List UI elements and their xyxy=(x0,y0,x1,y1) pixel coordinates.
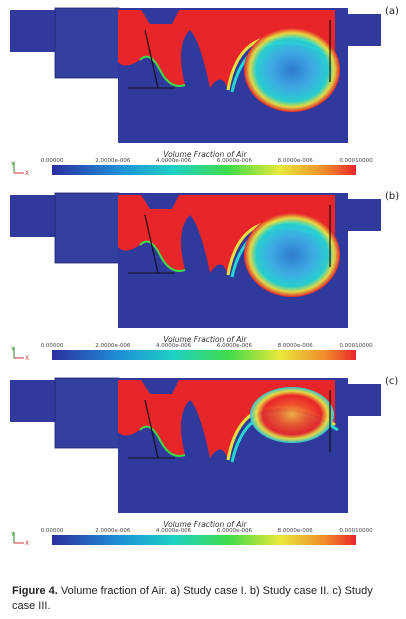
legend-tick-label: 0.00010000 xyxy=(339,158,373,164)
legend-tick-label: 4.0000e-006 xyxy=(156,528,192,534)
figure: Y X (a) Volume Fraction of Air 0.00000 2.0000… xyxy=(10,6,399,547)
legend-tick-label: 6.0000e-006 xyxy=(217,343,253,349)
legend-tick-label: 0.00010000 xyxy=(339,528,373,534)
colorbar xyxy=(52,535,356,545)
notch xyxy=(140,193,180,209)
legend-tick-label: 6.0000e-006 xyxy=(217,528,253,534)
notch xyxy=(140,378,180,394)
right-box xyxy=(345,14,381,46)
panel: Y X (c) Volume Fraction of Air 0.00000 2.0000… xyxy=(10,376,398,547)
legend-title: Volume Fraction of Air xyxy=(163,150,247,159)
caption-text: Volume fraction of Air. a) Study case I.… xyxy=(12,585,373,612)
axis-y-label: Y xyxy=(10,531,15,538)
legend-tick-label: 0.00000 xyxy=(41,528,64,534)
axis-x-label: X xyxy=(25,540,29,547)
inlet-box xyxy=(54,377,120,449)
legend-tick-label: 0.00000 xyxy=(41,158,64,164)
legend-tick-label: 4.0000e-006 xyxy=(156,343,192,349)
panel: Y X (b) Volume Fraction of Air 0.00000 2.0000… xyxy=(10,191,399,362)
panel-label: (b) xyxy=(385,191,399,202)
axis-x-label: X xyxy=(25,355,29,362)
fringe xyxy=(139,240,186,272)
fringe xyxy=(139,425,186,457)
vortex xyxy=(244,213,340,297)
colorbar xyxy=(52,350,356,360)
baffle xyxy=(144,399,159,459)
vortex xyxy=(244,28,340,112)
legend-title: Volume Fraction of Air xyxy=(163,520,247,529)
left-box xyxy=(10,10,56,52)
legend-tick-label: 2.0000e-006 xyxy=(95,158,131,164)
axis-y-label: Y xyxy=(10,346,15,353)
legend-tick-label: 0.00000 xyxy=(41,343,64,349)
legend-tick-label: 0.00010000 xyxy=(339,343,373,349)
colorbar xyxy=(52,165,356,175)
vortex xyxy=(250,387,334,443)
caption: Figure 4. Volume fraction of Air. a) Stu… xyxy=(12,584,396,614)
legend-tick-label: 6.0000e-006 xyxy=(217,158,253,164)
baffle xyxy=(144,29,159,89)
left-box xyxy=(10,380,56,422)
inlet-box xyxy=(54,7,120,79)
legend-tick-label: 2.0000e-006 xyxy=(95,343,131,349)
axis-x-label: X xyxy=(25,170,29,177)
left-box xyxy=(10,195,56,237)
fringe xyxy=(139,55,186,87)
axis-y-label: Y xyxy=(10,161,15,168)
legend-tick-label: 8.0000e-006 xyxy=(278,343,314,349)
notch xyxy=(140,8,180,24)
baffle xyxy=(144,214,159,274)
legend-title: Volume Fraction of Air xyxy=(163,335,247,344)
legend-tick-label: 8.0000e-006 xyxy=(278,528,314,534)
right-box xyxy=(345,384,381,416)
panel-label: (c) xyxy=(385,376,398,387)
legend-tick-label: 4.0000e-006 xyxy=(156,158,192,164)
caption-label: Figure 4. xyxy=(12,585,58,597)
right-box xyxy=(345,199,381,231)
inlet-box xyxy=(54,192,120,264)
legend-tick-label: 2.0000e-006 xyxy=(95,528,131,534)
panel: Y X (a) Volume Fraction of Air 0.00000 2.0000… xyxy=(10,6,399,177)
panel-label: (a) xyxy=(385,6,399,17)
legend-tick-label: 8.0000e-006 xyxy=(278,158,314,164)
